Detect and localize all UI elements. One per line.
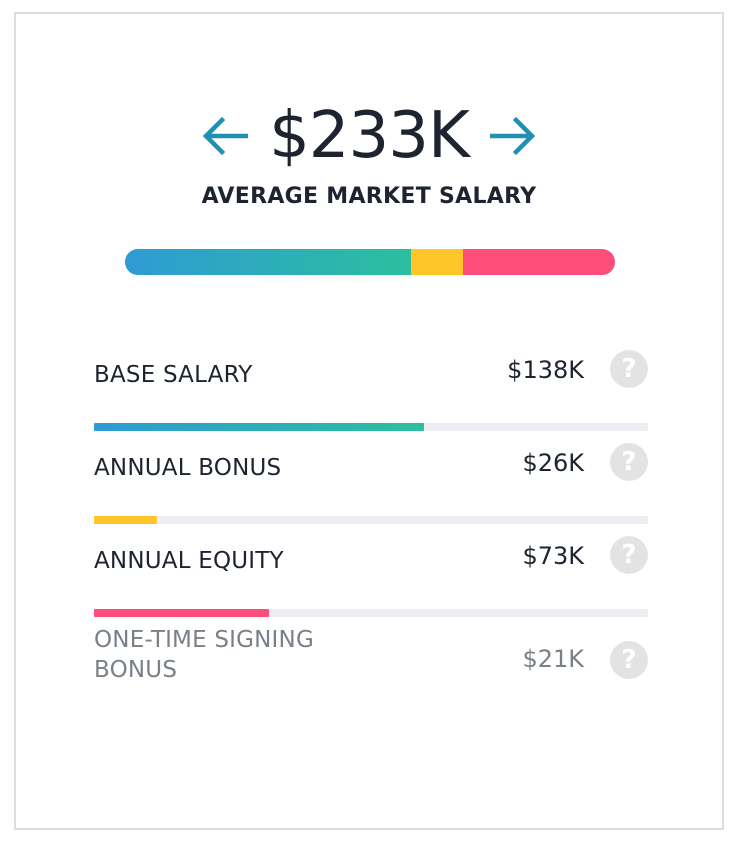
annual-equity-track: [94, 609, 648, 617]
annual-bonus-track: [94, 516, 648, 524]
annual-bonus-row: ANNUAL BONUS $26K ?: [94, 439, 648, 532]
question-mark-icon[interactable]: ?: [610, 641, 648, 679]
arrow-right-icon: [489, 116, 536, 156]
arrow-left-icon: [202, 116, 249, 156]
question-mark-icon[interactable]: ?: [610, 443, 648, 481]
base-salary-segment: [125, 249, 412, 275]
salary-components-list: BASE SALARY $138K ? ANNUAL BONUS $26K ? …: [94, 346, 648, 718]
annual-equity-fill: [94, 609, 270, 617]
next-arrow-button[interactable]: [487, 110, 539, 162]
annual-bonus-label: ANNUAL BONUS: [94, 455, 282, 481]
annual-bonus-fill: [94, 516, 157, 524]
total-salary-value: $233K: [269, 99, 470, 173]
base-salary-label: BASE SALARY: [94, 362, 253, 388]
base-salary-track: [94, 423, 648, 431]
annual-bonus-value: $26K: [522, 449, 584, 477]
annual-equity-value: $73K: [522, 542, 584, 570]
annual-equity-row: ANNUAL EQUITY $73K ?: [94, 532, 648, 625]
base-salary-fill: [94, 423, 425, 431]
salary-breakdown-bar: [125, 249, 615, 275]
signing-bonus-value: $21K: [522, 645, 584, 673]
signing-bonus-label: ONE-TIME SIGNING BONUS: [94, 627, 314, 683]
signing-bonus-row: ONE-TIME SIGNING BONUS $21K ?: [94, 625, 648, 718]
salary-card: $233K AVERAGE MARKET SALARY BASE SALARY …: [14, 12, 724, 830]
base-salary-value: $138K: [507, 356, 584, 384]
salary-hero: $233K: [16, 86, 722, 186]
annual-equity-label: ANNUAL EQUITY: [94, 548, 284, 574]
average-market-salary-title: AVERAGE MARKET SALARY: [201, 184, 537, 209]
annual-equity-segment: [463, 249, 615, 275]
question-mark-icon[interactable]: ?: [610, 536, 648, 574]
previous-arrow-button[interactable]: [199, 110, 251, 162]
base-salary-row: BASE SALARY $138K ?: [94, 346, 648, 439]
annual-bonus-segment: [411, 249, 464, 275]
question-mark-icon[interactable]: ?: [610, 350, 648, 388]
